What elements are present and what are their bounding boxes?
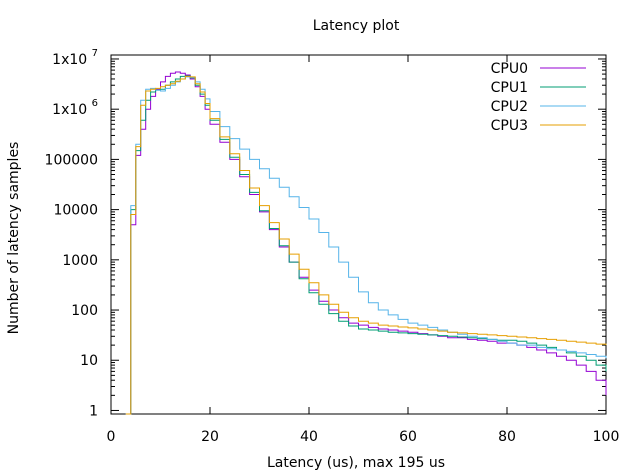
- x-tick-label: 40: [300, 429, 318, 445]
- y-tick-label: 1: [89, 403, 98, 419]
- axis-ticks: [110, 55, 607, 414]
- y-tick-label: 1x10 7: [52, 48, 98, 68]
- series-line-cpu3: [125, 75, 607, 415]
- series-line-cpu1: [125, 75, 607, 415]
- x-tick-label: 60: [399, 429, 417, 445]
- legend-label: CPU3: [491, 118, 528, 134]
- legend-label: CPU1: [491, 80, 528, 96]
- chart-title: Latency plot: [313, 18, 400, 34]
- y-axis-title: Number of latency samples: [6, 142, 22, 335]
- x-tick-label: 100: [593, 429, 620, 445]
- x-tick-label: 0: [107, 429, 116, 445]
- x-tick-labels: 0 20 40 60 80 100: [107, 429, 620, 445]
- y-tick-labels: 1 10 100 1000 10000 100000 1x10 6 1x10 7: [45, 48, 98, 419]
- y-tick-label: 1000: [62, 253, 98, 269]
- series-line-cpu2: [125, 76, 607, 415]
- legend: CPU0 CPU1 CPU2 CPU3: [491, 61, 586, 134]
- plot-area-frame: [110, 54, 607, 415]
- y-tick-label: 100: [71, 303, 98, 319]
- y-tick-label: 100000: [45, 152, 98, 168]
- legend-label: CPU2: [491, 99, 528, 115]
- series-lines: [125, 71, 607, 415]
- x-tick-label: 80: [498, 429, 516, 445]
- x-axis-title: Latency (us), max 195 us: [267, 455, 445, 471]
- legend-label: CPU0: [491, 61, 528, 77]
- y-tick-label: 1x10 6: [52, 98, 98, 118]
- series-line-cpu0: [125, 71, 607, 415]
- x-tick-label: 20: [201, 429, 219, 445]
- y-tick-label: 10: [80, 353, 98, 369]
- y-tick-label: 10000: [53, 203, 98, 219]
